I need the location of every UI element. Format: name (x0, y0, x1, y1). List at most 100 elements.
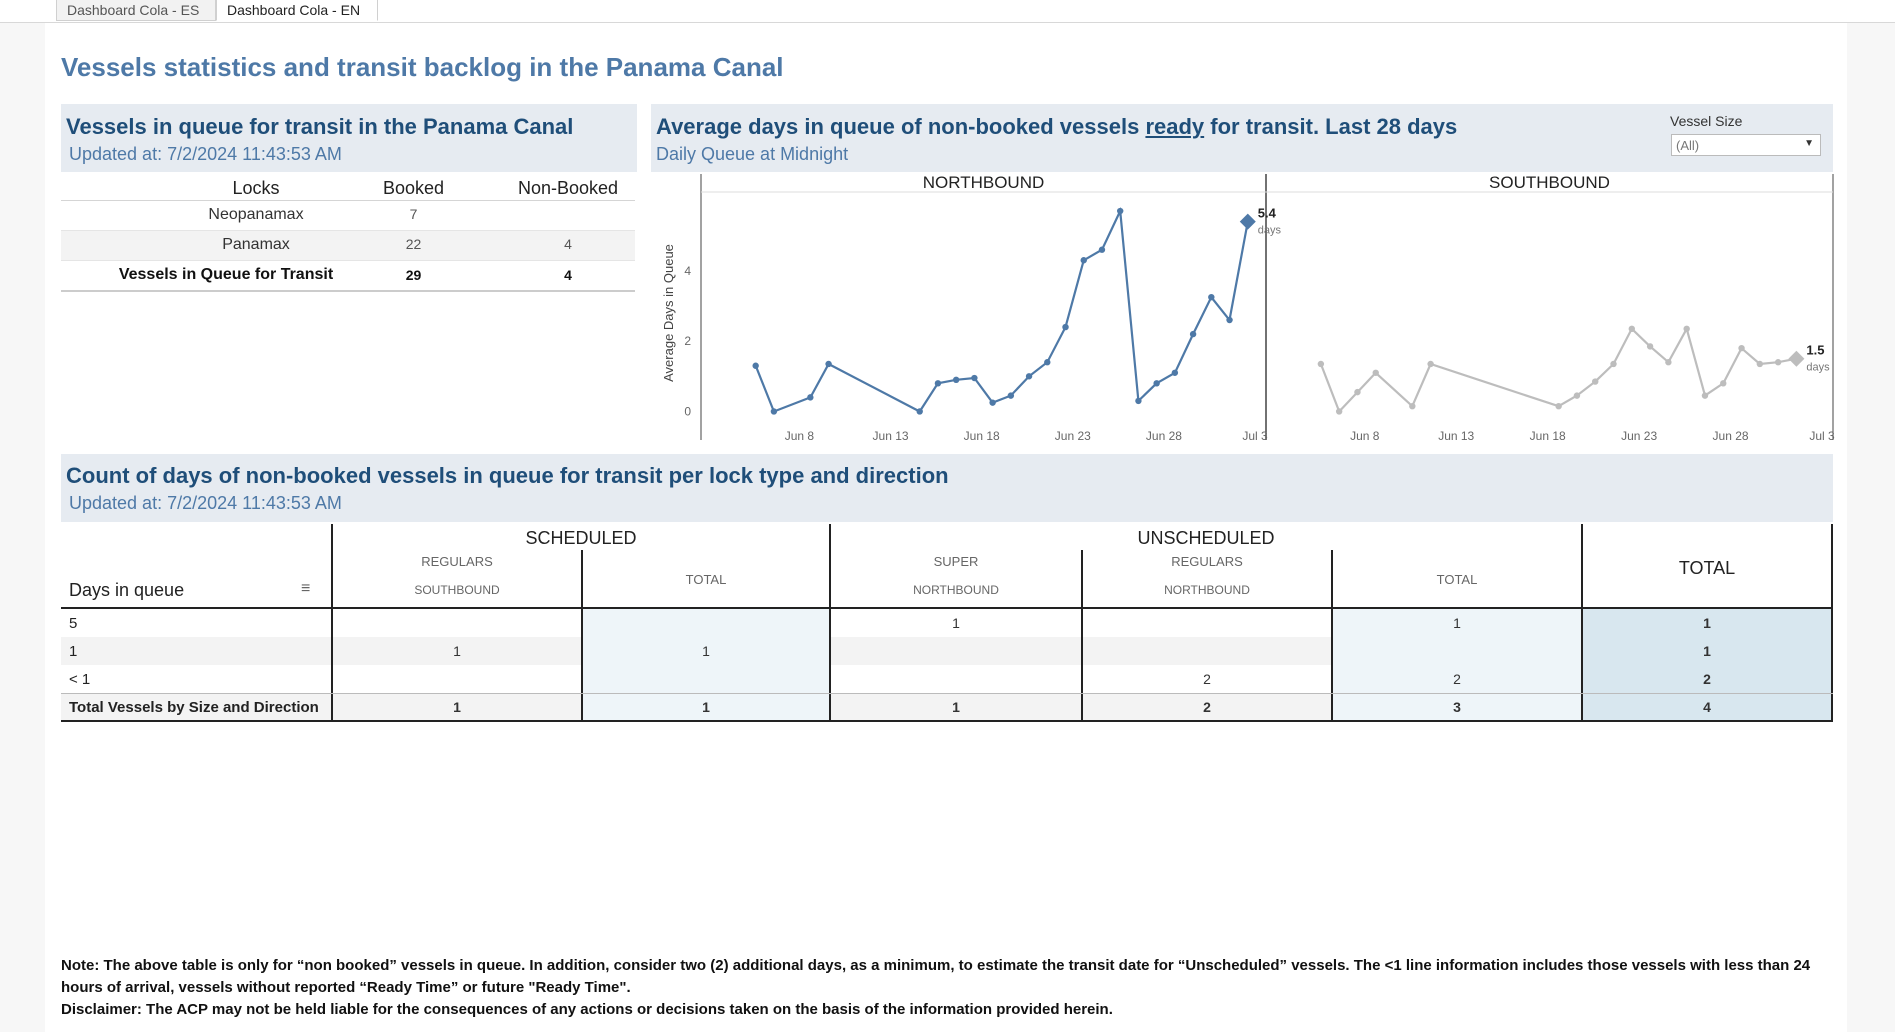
dropdown-value: (All) (1676, 138, 1700, 153)
data-point (1354, 388, 1361, 396)
row-lock: Neopanamax (208, 206, 304, 223)
days-panel-title: Average days in queue of non-booked vess… (656, 114, 1458, 139)
data-point (1555, 402, 1562, 410)
disclaimer-text: Disclaimer: The ACP may not be held liab… (61, 1001, 1113, 1018)
x-tick-label: Jun 18 (964, 429, 1000, 443)
data-point (1317, 360, 1325, 368)
data-point (1044, 359, 1051, 366)
data-point (1701, 392, 1709, 399)
data-point-last (1788, 350, 1805, 367)
tab-dashboard-es[interactable]: Dashboard Cola - ES (56, 0, 216, 21)
right-gutter (1847, 22, 1895, 1032)
end-value-label: 1.5 (1806, 343, 1824, 358)
data-point (1774, 359, 1782, 366)
data-point (1756, 360, 1764, 368)
data-point (1427, 360, 1434, 368)
data-point (1135, 397, 1142, 405)
subcol-bottom: NORTHBOUND (913, 583, 999, 597)
data-point (1335, 408, 1343, 415)
col-header-locks: Locks (232, 178, 280, 198)
data-point (770, 408, 778, 415)
table-row: 5 1 1 1 (69, 615, 1711, 632)
series-line-northbound (754, 206, 1249, 413)
data-point (1007, 392, 1015, 399)
table-row: Neopanamax 7 (61, 201, 635, 231)
data-point (752, 362, 759, 369)
count-panel-title: Count of days of non-booked vessels in q… (66, 463, 949, 488)
subcol-top: REGULARS (421, 554, 493, 569)
data-point (1208, 293, 1215, 301)
group-total: TOTAL (1678, 558, 1736, 578)
table-row: Panamax 22 4 (61, 231, 635, 261)
table-total-row: Vessels in Queue for Transit 29 4 (61, 261, 635, 292)
data-point (916, 408, 923, 415)
days-in-queue-chart: 0 2 4 Average Days in Queue NORTHBOUND Jun 8 J… (661, 174, 1835, 443)
x-tick-label: Jul 3 (1242, 429, 1268, 443)
tab-dashboard-en[interactable]: Dashboard Cola - EN (216, 0, 378, 21)
group-scheduled: SCHEDULED (525, 528, 637, 548)
data-point (1062, 323, 1069, 331)
row-header-days: Days in queue (69, 580, 185, 600)
subcol-top: TOTAL (685, 572, 727, 587)
data-point-last (1239, 213, 1256, 230)
series-line-southbound (1319, 325, 1797, 414)
data-point (1153, 380, 1160, 387)
subcol-top: REGULARS (1171, 554, 1243, 569)
x-tick-label: Jun 13 (1438, 429, 1474, 443)
sort-icon[interactable]: ≡ (301, 580, 311, 597)
x-tick-label: Jun 8 (785, 429, 815, 443)
updated-value: 7/2/2024 11:43:53 AM (167, 493, 342, 513)
data-point (971, 374, 978, 382)
row-lock: Panamax (222, 236, 290, 253)
table-row: < 1 2 2 2 (69, 671, 1711, 688)
data-point (1025, 373, 1033, 380)
subcol-top: TOTAL (1436, 572, 1478, 587)
count-panel-header (61, 454, 1833, 522)
panel-title-northbound: NORTHBOUND (923, 174, 1045, 192)
tab-bar: Dashboard Cola - ES Dashboard Cola - EN (0, 0, 1895, 23)
data-point (1226, 316, 1233, 324)
count-table: SCHEDULED UNSCHEDULED TOTAL REGULARS SOU… (61, 524, 1835, 724)
total-label: Vessels in Queue for Transit (118, 266, 334, 283)
queue-panel-header (61, 104, 637, 172)
days-panel-header (651, 104, 1833, 172)
table-row: 1 1 1 1 (69, 643, 1711, 660)
row-booked: 22 (405, 236, 422, 252)
updated-value: 7/2/2024 11:43:53 AM (167, 144, 342, 164)
x-tick-label: Jun 28 (1713, 429, 1749, 443)
y-axis-label: Average Days in Queue (661, 244, 676, 382)
x-tick-label: Jun 13 (873, 429, 909, 443)
y-tick-label: 2 (684, 334, 691, 348)
x-tick-label: Jun 28 (1146, 429, 1182, 443)
x-tick-label: Jun 23 (1621, 429, 1657, 443)
title-underlined-word: ready (1145, 114, 1205, 139)
x-tick-label: Jun 8 (1350, 429, 1380, 443)
data-point (1372, 369, 1379, 376)
data-point (1738, 344, 1745, 352)
x-tick-label: Jul 3 (1809, 429, 1835, 443)
data-point (1080, 257, 1087, 264)
x-tick-label: Jun 23 (1055, 429, 1091, 443)
data-point (1098, 246, 1106, 253)
data-point (825, 360, 832, 368)
vessel-size-dropdown[interactable]: (All) ▼ (1671, 134, 1821, 156)
subcol-bottom: NORTHBOUND (1164, 583, 1250, 597)
data-point (807, 394, 814, 401)
total-non-booked: 4 (564, 267, 572, 283)
col-header-non-booked: Non-Booked (517, 178, 619, 198)
data-point (1683, 325, 1690, 333)
data-point (1116, 207, 1124, 215)
queue-panel-updated: Updated at: 7/2/2024 11:43:53 AM (69, 144, 342, 165)
col-header-booked: Booked (382, 178, 445, 198)
updated-label: Updated at: (69, 493, 163, 513)
data-point (1409, 402, 1416, 410)
data-point (1171, 369, 1179, 376)
dashboard-canvas (45, 22, 1847, 1032)
subcol-top: SUPER (933, 554, 979, 569)
y-tick-label: 0 (684, 404, 691, 418)
count-panel-updated: Updated at: 7/2/2024 11:43:53 AM (69, 493, 342, 514)
data-point (1592, 378, 1599, 385)
panel-title-southbound: SOUTHBOUND (1489, 174, 1610, 192)
subcol-bottom: SOUTHBOUND (414, 583, 500, 597)
data-point (1646, 343, 1654, 350)
